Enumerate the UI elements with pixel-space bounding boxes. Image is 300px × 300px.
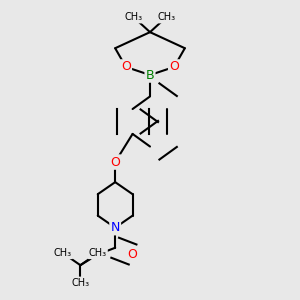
Text: O: O: [169, 61, 179, 74]
Text: CH₃: CH₃: [71, 278, 89, 288]
Text: CH₃: CH₃: [89, 248, 107, 258]
Text: B: B: [146, 68, 154, 82]
Text: O: O: [93, 248, 103, 261]
Text: O: O: [110, 156, 120, 169]
Text: CH₃: CH₃: [54, 248, 72, 258]
Text: O: O: [128, 248, 137, 261]
Text: CH₃: CH₃: [125, 12, 143, 22]
Text: CH₃: CH₃: [157, 12, 175, 22]
Text: N: N: [110, 221, 120, 234]
Text: O: O: [121, 61, 131, 74]
